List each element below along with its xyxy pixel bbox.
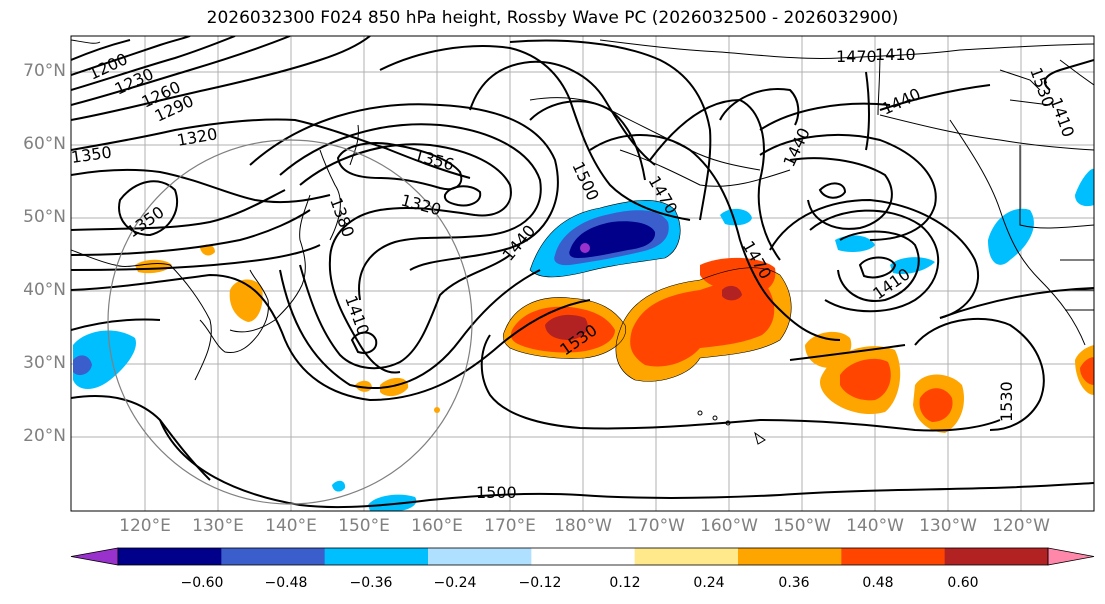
colorbar-tick-label: −0.60 [180, 575, 224, 591]
colorbar-segment [118, 548, 222, 565]
lon-label: 120°E [119, 516, 171, 536]
lon-label: 160°E [411, 516, 463, 536]
lon-label: 140°W [846, 516, 904, 536]
colorbar-tick-label: 0.36 [778, 575, 810, 591]
lat-label: 20°N [23, 426, 66, 446]
colorbar-tick-label: 0.60 [947, 575, 979, 591]
colorbar-tick-label: −0.48 [264, 575, 308, 591]
lon-label: 150°E [338, 516, 390, 536]
lat-label: 30°N [23, 353, 66, 373]
positive-anomaly-shading [135, 244, 1094, 433]
lon-label: 170°W [627, 516, 685, 536]
contour-label: 1410 [875, 45, 916, 64]
lon-label: 140°E [265, 516, 317, 536]
colorbar-segment [221, 548, 326, 565]
lat-label: 50°N [23, 207, 66, 227]
lon-label: 160°W [700, 516, 758, 536]
colorbar-segment [324, 548, 429, 565]
colorbar-segment [634, 548, 739, 565]
chart-title: 2026032300 F024 850 hPa height, Rossby W… [206, 8, 899, 28]
shading-outlines [502, 200, 792, 382]
great-circle-ring [107, 139, 473, 505]
lat-label: 70°N [23, 61, 66, 81]
colorbar-tick-label: 0.12 [609, 575, 641, 591]
lon-label: 180°W [554, 516, 612, 536]
map-frame [70, 35, 1095, 512]
negative-anomaly-shading [73, 168, 1094, 511]
colorbar-segment [944, 548, 1049, 565]
lon-label: 150°W [773, 516, 831, 536]
lat-label: 60°N [23, 134, 66, 154]
colorbar-tick-label: 0.24 [693, 575, 725, 591]
colorbar-extend-high [1047, 547, 1095, 566]
lat-label: 40°N [23, 280, 66, 300]
contour-label: 1470 [836, 47, 877, 66]
colorbar-tick-label: −0.12 [518, 575, 562, 591]
graticule [71, 36, 1094, 511]
height-contours [71, 36, 1094, 509]
lon-label: 120°W [992, 516, 1050, 536]
contour-label: 1500 [476, 483, 517, 502]
coastlines [71, 39, 1094, 381]
lon-label: 130°W [919, 516, 977, 536]
colorbar-tick-label: −0.36 [349, 575, 393, 591]
colorbar-segment [531, 548, 636, 565]
lon-label: 170°E [484, 516, 536, 536]
colorbar [70, 547, 1095, 566]
colorbar-frame [117, 547, 1049, 566]
colorbar-tick-label: 0.48 [862, 575, 894, 591]
colorbar-segment [428, 548, 532, 565]
colorbar-segment [841, 548, 946, 565]
colorbar-tick-label: −0.24 [433, 575, 477, 591]
lon-label: 130°E [192, 516, 244, 536]
contour-label: 1530 [997, 381, 1016, 422]
colorbar-segment [738, 548, 842, 565]
colorbar-extend-low [70, 547, 119, 566]
